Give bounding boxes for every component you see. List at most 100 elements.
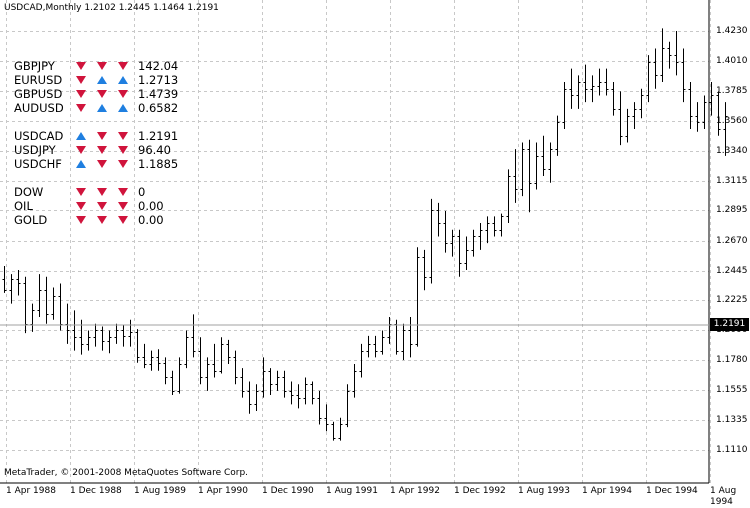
ohlc-bar[interactable]: [163, 357, 168, 385]
ohlc-bar[interactable]: [79, 319, 84, 355]
ohlc-bar[interactable]: [317, 390, 322, 425]
ohlc-bar[interactable]: [184, 330, 189, 369]
ohlc-bar[interactable]: [198, 337, 203, 385]
ohlc-bar[interactable]: [450, 229, 455, 257]
ohlc-bar[interactable]: [674, 31, 679, 76]
ohlc-bars[interactable]: [2, 28, 728, 441]
ohlc-bar[interactable]: [261, 357, 266, 398]
ohlc-bar[interactable]: [289, 381, 294, 405]
ohlc-bar[interactable]: [310, 381, 315, 405]
ohlc-bar[interactable]: [548, 142, 553, 183]
ohlc-bar[interactable]: [618, 91, 623, 146]
ohlc-bar[interactable]: [177, 357, 182, 394]
ohlc-bar[interactable]: [233, 350, 238, 385]
ohlc-bar[interactable]: [191, 314, 196, 358]
ohlc-bar[interactable]: [639, 88, 644, 119]
ohlc-bar[interactable]: [240, 368, 245, 398]
ohlc-bar[interactable]: [597, 68, 602, 96]
ohlc-bar[interactable]: [114, 323, 119, 344]
ohlc-bar[interactable]: [275, 370, 280, 391]
ohlc-bar[interactable]: [121, 325, 126, 347]
ohlc-bar[interactable]: [688, 82, 693, 130]
ohlc-bar[interactable]: [268, 368, 273, 395]
ohlc-bar[interactable]: [86, 330, 91, 351]
ohlc-bar[interactable]: [100, 326, 105, 351]
ohlc-bar[interactable]: [471, 229, 476, 257]
ohlc-bar[interactable]: [366, 335, 371, 358]
ohlc-bar[interactable]: [583, 64, 588, 103]
ohlc-bar[interactable]: [226, 339, 231, 365]
ohlc-bar[interactable]: [499, 213, 504, 237]
ohlc-bar[interactable]: [534, 142, 539, 190]
ohlc-bar[interactable]: [156, 349, 161, 371]
ohlc-bar[interactable]: [667, 41, 672, 69]
ohlc-bar[interactable]: [324, 404, 329, 432]
ohlc-bar[interactable]: [478, 223, 483, 250]
ohlc-bar[interactable]: [303, 377, 308, 405]
ohlc-bar[interactable]: [149, 350, 154, 371]
ohlc-bar[interactable]: [338, 417, 343, 441]
ohlc-bar[interactable]: [296, 384, 301, 409]
ohlc-bar[interactable]: [632, 102, 637, 130]
ohlc-bar[interactable]: [443, 210, 448, 253]
ohlc-bar[interactable]: [541, 135, 546, 177]
ohlc-bar[interactable]: [93, 323, 98, 347]
ohlc-bar[interactable]: [513, 149, 518, 203]
ohlc-bar[interactable]: [429, 198, 434, 284]
ohlc-bar[interactable]: [625, 108, 630, 143]
ohlc-bar[interactable]: [282, 370, 287, 398]
ohlc-bar[interactable]: [646, 55, 651, 103]
ohlc-bar[interactable]: [436, 202, 441, 237]
ohlc-bar[interactable]: [604, 68, 609, 96]
ohlc-bar[interactable]: [2, 266, 7, 293]
ohlc-bar[interactable]: [569, 68, 574, 109]
ohlc-bar[interactable]: [380, 330, 385, 355]
ohlc-bar[interactable]: [653, 48, 658, 89]
ohlc-bar[interactable]: [135, 329, 140, 363]
ohlc-bar[interactable]: [555, 115, 560, 156]
ohlc-bar[interactable]: [345, 384, 350, 428]
ohlc-bar[interactable]: [72, 310, 77, 351]
ohlc-bar[interactable]: [51, 287, 56, 320]
ohlc-bar[interactable]: [422, 249, 427, 291]
ohlc-bar[interactable]: [716, 91, 721, 136]
ohlc-bar[interactable]: [709, 82, 714, 116]
ohlc-bar[interactable]: [695, 102, 700, 132]
ohlc-bar[interactable]: [107, 330, 112, 354]
ohlc-bar[interactable]: [9, 274, 14, 304]
ohlc-bar[interactable]: [576, 75, 581, 109]
ohlc-bar[interactable]: [128, 319, 133, 347]
ohlc-bar[interactable]: [485, 216, 490, 244]
ohlc-bar[interactable]: [562, 82, 567, 130]
ohlc-bar[interactable]: [37, 274, 42, 318]
ohlc-bar[interactable]: [373, 335, 378, 358]
ohlc-bar[interactable]: [681, 48, 686, 103]
ohlc-bar[interactable]: [331, 421, 336, 441]
ohlc-bar[interactable]: [702, 95, 707, 130]
ohlc-bar[interactable]: [170, 370, 175, 395]
ohlc-bar[interactable]: [527, 139, 532, 213]
ohlc-bar[interactable]: [352, 364, 357, 398]
ohlc-bar[interactable]: [457, 229, 462, 277]
ohlc-bar[interactable]: [44, 276, 49, 324]
ohlc-bar[interactable]: [492, 216, 497, 237]
ohlc-bar[interactable]: [16, 270, 21, 296]
ohlc-bar[interactable]: [464, 236, 469, 271]
ohlc-bar[interactable]: [247, 381, 252, 414]
ohlc-bar[interactable]: [415, 247, 420, 347]
ohlc-bar[interactable]: [506, 169, 511, 224]
ohlc-bar[interactable]: [359, 343, 364, 378]
ohlc-bar[interactable]: [660, 28, 665, 83]
ohlc-bar[interactable]: [219, 337, 224, 374]
ohlc-bar[interactable]: [254, 384, 259, 412]
ohlc-bar[interactable]: [212, 343, 217, 378]
ohlc-bar[interactable]: [142, 343, 147, 369]
ohlc-bar[interactable]: [611, 82, 616, 116]
ohlc-bar[interactable]: [520, 142, 525, 197]
ohlc-bar[interactable]: [723, 102, 728, 156]
ohlc-bar[interactable]: [408, 317, 413, 358]
ohlc-bar[interactable]: [205, 357, 210, 391]
ohlc-bar[interactable]: [401, 323, 406, 361]
